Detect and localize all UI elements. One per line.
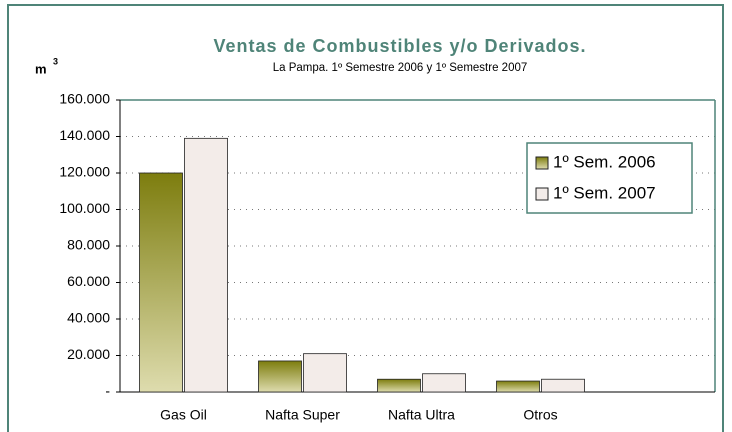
x-tick-label: Gas Oil	[160, 407, 207, 423]
legend-swatch	[535, 187, 549, 201]
legend-label: 1º Sem. 2007	[553, 183, 656, 202]
legend-label: 1º Sem. 2006	[553, 152, 656, 171]
bar	[541, 378, 585, 393]
y-tick-label: 20.000	[67, 346, 110, 362]
y-axis-label: m	[35, 61, 47, 76]
y-tick-label: 60.000	[67, 273, 110, 289]
bar	[139, 172, 183, 393]
x-tick-label: Nafta Ultra	[388, 407, 455, 423]
chart-subtitle: La Pampa. 1º Semestre 2006 y 1º Semestre…	[273, 62, 528, 74]
bar	[422, 373, 466, 393]
bar	[496, 380, 540, 393]
bar	[303, 353, 347, 393]
y-axis-label-sup: 3	[53, 56, 58, 66]
x-tick-label: Otros	[523, 407, 557, 423]
bar	[258, 360, 302, 393]
bar	[184, 137, 228, 393]
legend-swatch	[535, 156, 549, 170]
bar	[377, 378, 421, 393]
y-tick-label: 140.000	[59, 127, 110, 143]
x-tick-label: Nafta Super	[265, 407, 340, 423]
legend-box	[526, 142, 693, 214]
chart-frame	[7, 4, 724, 432]
chart-title: Ventas de Combustibles y/o Derivados.	[213, 36, 586, 56]
y-tick-label: 40.000	[67, 310, 110, 326]
y-tick-label: -	[105, 383, 110, 399]
y-tick-label: 160.000	[59, 91, 110, 107]
y-tick-label: 100.000	[59, 200, 110, 216]
y-tick-label: 120.000	[59, 164, 110, 180]
y-tick-label: 80.000	[67, 237, 110, 253]
